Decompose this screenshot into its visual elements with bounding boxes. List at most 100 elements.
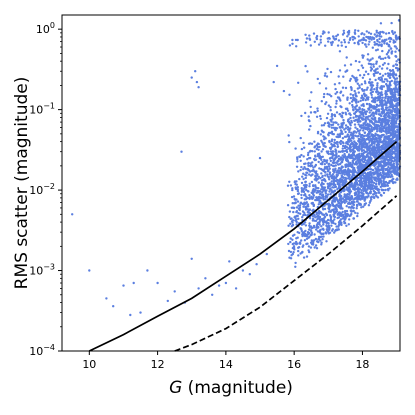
scatter-point xyxy=(361,32,364,35)
scatter-point xyxy=(345,56,348,59)
scatter-point xyxy=(358,110,361,113)
scatter-point xyxy=(318,220,321,223)
scatter-point xyxy=(345,159,349,163)
scatter-point xyxy=(325,75,329,78)
scatter-point xyxy=(330,180,333,183)
scatter-point xyxy=(371,81,374,84)
scatter-point xyxy=(348,79,352,82)
scatter-point xyxy=(190,257,193,260)
scatter-point xyxy=(392,163,395,166)
scatter-point xyxy=(297,170,300,173)
scatter-point xyxy=(340,206,343,209)
scatter-point xyxy=(382,160,386,163)
scatter-point xyxy=(370,186,374,189)
scatter-point xyxy=(307,115,310,118)
scatter-point xyxy=(394,97,397,100)
scatter-point xyxy=(340,161,343,164)
scatter-point xyxy=(380,93,384,97)
scatter-point xyxy=(388,80,392,84)
scatter-point xyxy=(324,196,328,199)
scatter-point xyxy=(362,38,365,42)
scatter-point xyxy=(373,163,376,166)
scatter-point xyxy=(385,32,388,35)
scatter-point xyxy=(320,211,323,215)
scatter-point xyxy=(361,117,364,121)
scatter-point xyxy=(389,141,392,144)
scatter-point xyxy=(326,165,329,169)
scatter-point xyxy=(338,178,341,182)
scatter-point xyxy=(364,116,368,119)
scatter-point xyxy=(304,111,307,115)
scatter-point xyxy=(296,157,299,161)
scatter-point xyxy=(272,80,275,84)
scatter-point xyxy=(313,40,316,43)
scatter-point xyxy=(328,165,331,168)
scatter-point xyxy=(357,69,360,72)
scatter-point xyxy=(367,134,370,137)
scatter-point xyxy=(370,63,373,66)
scatter-point xyxy=(349,169,352,172)
scatter-point xyxy=(370,93,373,97)
scatter-point xyxy=(361,197,364,200)
scatter-point xyxy=(335,127,339,130)
scatter-point xyxy=(332,126,335,129)
scatter-point xyxy=(295,180,298,183)
scatter-point xyxy=(372,138,375,141)
scatter-point xyxy=(381,96,384,99)
curves xyxy=(88,140,398,352)
scatter-point xyxy=(396,108,400,111)
scatter-point xyxy=(290,195,294,199)
scatter-point xyxy=(334,156,338,159)
scatter-point xyxy=(360,167,364,170)
scatter-point xyxy=(387,113,390,117)
scatter-point xyxy=(373,145,376,148)
scatter-point xyxy=(352,209,355,213)
scatter-point xyxy=(350,136,354,140)
scatter-point xyxy=(328,178,331,181)
scatter-point xyxy=(297,254,300,257)
scatter-point xyxy=(322,223,325,226)
scatter-point xyxy=(318,82,321,85)
scatter-point xyxy=(341,170,344,174)
scatter-point xyxy=(390,104,393,108)
scatter-point xyxy=(310,91,313,94)
scatter-point xyxy=(388,152,392,155)
scatter-point xyxy=(343,209,347,213)
scatter-point xyxy=(364,98,367,102)
scatter-point xyxy=(386,85,389,88)
scatter-point xyxy=(392,171,395,174)
scatter-point xyxy=(392,130,395,133)
scatter-point xyxy=(329,106,332,109)
scatter-point xyxy=(393,99,397,103)
scatter-point xyxy=(335,111,339,114)
scatter-point xyxy=(395,102,398,106)
scatter-point xyxy=(340,222,343,225)
scatter-point xyxy=(353,112,356,115)
scatter-point xyxy=(306,204,309,207)
scatter-point xyxy=(320,158,323,162)
scatter-point xyxy=(369,114,372,118)
scatter-point xyxy=(387,108,390,112)
scatter-point xyxy=(316,173,319,176)
scatter-point xyxy=(348,112,351,115)
scatter-point xyxy=(385,140,388,143)
scatter-point xyxy=(320,172,323,175)
scatter-point xyxy=(334,183,337,187)
scatter-point xyxy=(380,125,384,128)
scatter-point xyxy=(322,213,325,216)
scatter-point xyxy=(394,95,397,98)
scatter-point xyxy=(325,116,329,120)
scatter-point xyxy=(373,116,377,120)
scatter-point xyxy=(369,88,372,92)
scatter-point xyxy=(342,75,345,78)
scatter-point xyxy=(332,161,336,165)
scatter-point xyxy=(368,40,371,43)
scatter-point xyxy=(331,156,334,160)
scatter-point xyxy=(327,133,330,136)
scatter-point xyxy=(297,249,300,253)
scatter-point xyxy=(197,86,200,89)
scatter-point xyxy=(380,146,383,149)
scatter-point xyxy=(378,37,381,41)
scatter-point xyxy=(362,129,365,132)
scatter-point xyxy=(295,45,298,48)
